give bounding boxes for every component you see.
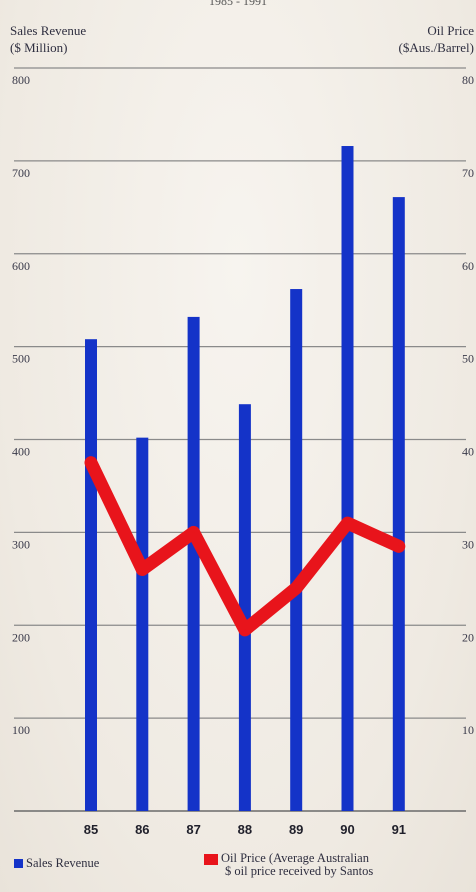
- point-oil-price: [90, 461, 92, 464]
- line-layer: [84, 456, 406, 637]
- bar-sales-revenue: [136, 437, 149, 811]
- right-tick-label: 40: [462, 445, 474, 459]
- left-tick-label: 700: [12, 166, 30, 180]
- chart-title-fragment: 1985 - 1991: [209, 0, 267, 8]
- bar-sales-revenue: [341, 146, 354, 811]
- category-label: 91: [392, 822, 406, 837]
- bar-sales-revenue: [290, 289, 303, 812]
- left-tick-label: 100: [12, 723, 30, 737]
- left-tick-label: 400: [12, 445, 30, 459]
- legend-swatch-sales: [14, 859, 23, 868]
- point-oil-price: [346, 522, 349, 525]
- point-oil-price: [192, 531, 195, 534]
- right-axis-title: Oil Price ($Aus./Barrel): [399, 22, 474, 56]
- legend-label-oil-price: Oil Price (Average Australian $ oil pric…: [221, 852, 476, 878]
- right-tick-label: 50: [462, 352, 474, 366]
- point-oil-price: [141, 568, 144, 571]
- bar-layer: [85, 146, 405, 812]
- right-tick-label: 10: [462, 723, 474, 737]
- combo-chart: 100 10 200 20 300 30 400 40 500 50 600 60 700 70 800 80…: [12, 67, 474, 837]
- bar-sales-revenue: [392, 197, 405, 811]
- legend-label-oil-line2: $ oil price received by Santos: [225, 864, 374, 878]
- category-label: 85: [84, 822, 98, 837]
- left-axis-title: Sales Revenue ($ Million): [10, 22, 86, 56]
- legend: Sales Revenue Oil Price (Average Austral…: [0, 850, 476, 892]
- bar-sales-revenue: [187, 316, 200, 811]
- legend-label-sales: Sales Revenue: [26, 856, 100, 870]
- legend-label-oil-line1: Oil Price (Average Australian: [221, 851, 369, 865]
- category-label: 90: [340, 822, 354, 837]
- category-label: 86: [135, 822, 149, 837]
- left-tick-label: 200: [12, 630, 30, 644]
- category-label: 88: [238, 822, 252, 837]
- right-tick-label: 20: [462, 630, 474, 644]
- legend-item-oil-price: Oil Price (Average Australian $ oil pric…: [204, 852, 476, 878]
- right-tick-label: 80: [462, 73, 474, 87]
- left-tick-label: 500: [12, 352, 30, 366]
- right-tick-label: 30: [462, 537, 474, 551]
- category-label-layer: 85 86 87 88 89 90 91: [84, 822, 406, 837]
- tick-layer: 100 10 200 20 300 30 400 40 500 50 600 60 700 70 800 80: [12, 73, 474, 737]
- category-label: 87: [186, 822, 200, 837]
- point-oil-price: [295, 587, 298, 590]
- left-axis-title-line2: ($ Million): [10, 40, 68, 55]
- point-oil-price: [243, 628, 246, 631]
- category-label: 89: [289, 822, 303, 837]
- left-tick-label: 300: [12, 537, 30, 551]
- legend-swatch-oil-price: [204, 854, 218, 865]
- left-tick-label: 800: [12, 73, 30, 87]
- right-axis-title-line2: ($Aus./Barrel): [398, 40, 474, 55]
- right-tick-label: 60: [462, 259, 474, 273]
- right-tick-label: 70: [462, 166, 474, 180]
- right-axis-title-line1: Oil Price: [427, 23, 474, 38]
- bar-sales-revenue: [238, 404, 251, 811]
- left-axis-title-line1: Sales Revenue: [10, 23, 87, 38]
- legend-item-sales: Sales Revenue: [14, 856, 99, 871]
- point-oil-price: [397, 545, 400, 548]
- left-tick-label: 600: [12, 259, 30, 273]
- bar-sales-revenue: [85, 339, 97, 811]
